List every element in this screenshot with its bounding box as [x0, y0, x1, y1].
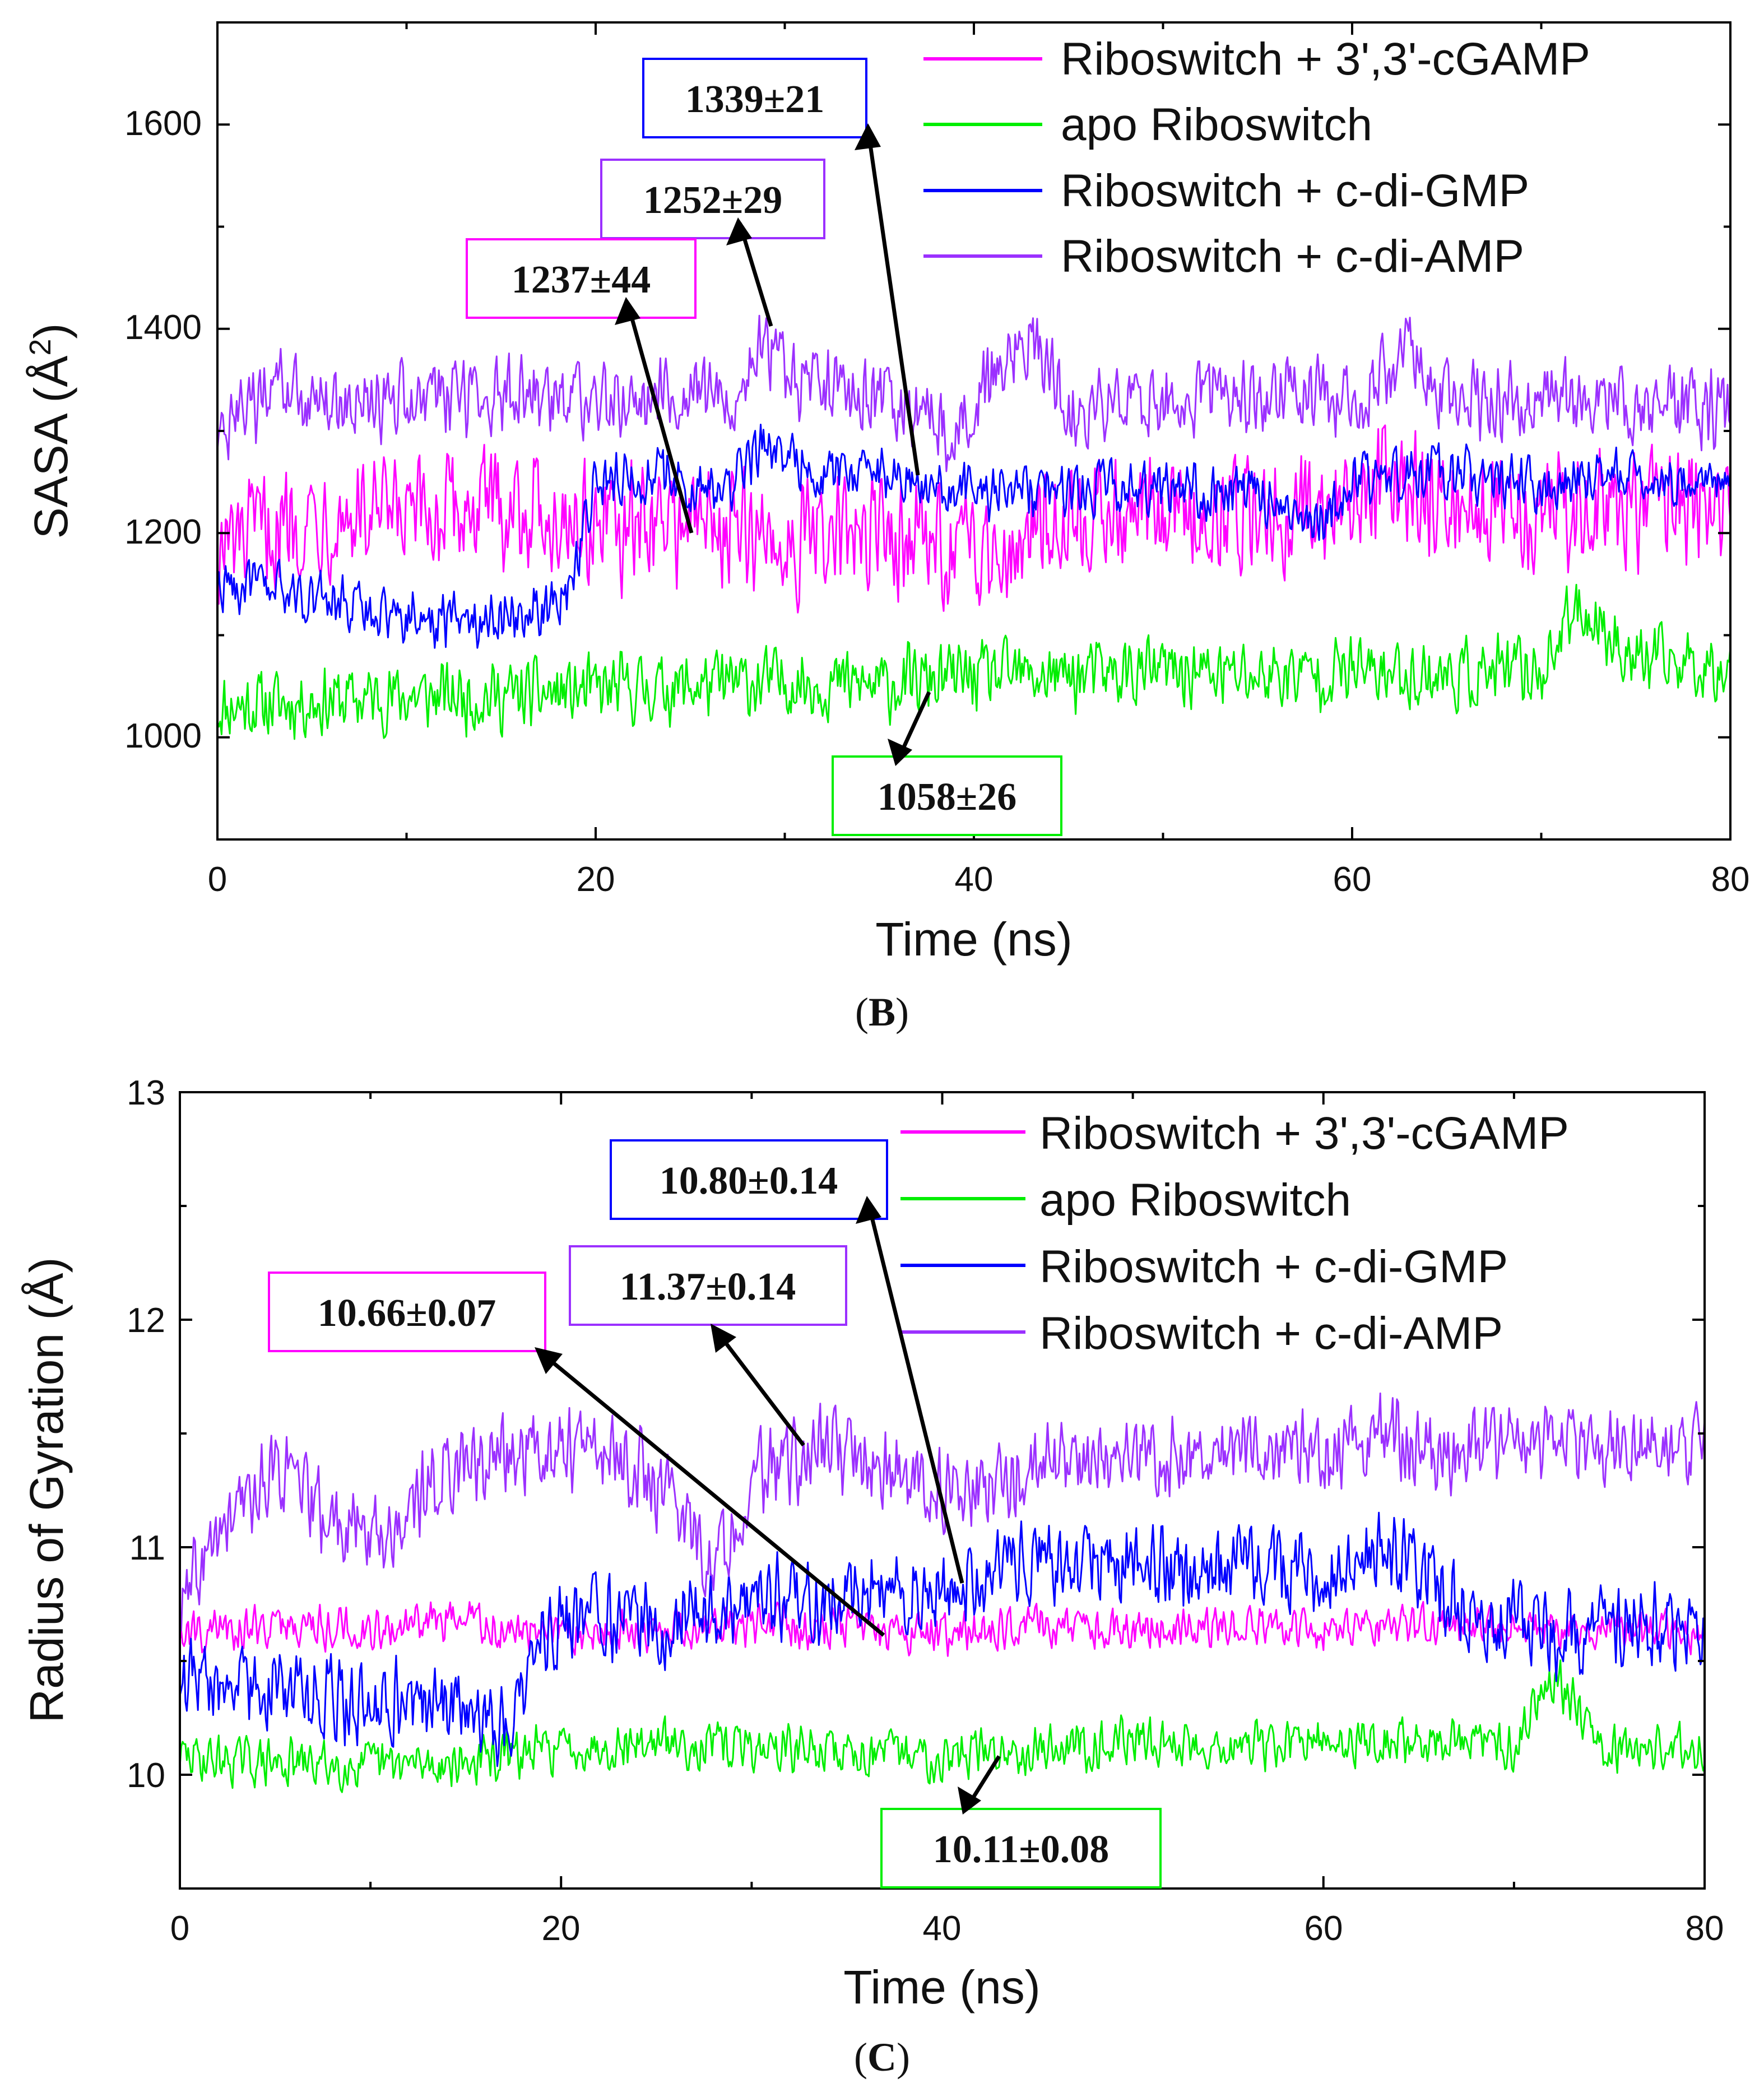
annotations: 1339±21 1252±29 1237±44 1058±26 — [466, 58, 1062, 836]
tick-marks — [216, 21, 1731, 841]
series-group — [179, 1392, 1706, 1793]
annotation-label: 10.80±0.14 — [660, 1159, 838, 1203]
annotation-box — [268, 1272, 546, 1352]
legend-label: Riboswitch + 3',3'-cGAMP — [1039, 1108, 1569, 1159]
series-line — [179, 1659, 1706, 1793]
y-tick-label: 1200 — [124, 513, 202, 551]
annotation-box — [642, 58, 867, 138]
chart-panel-c: 10 11 12 13 0 20 40 60 80 Time (ns) Radi… — [20, 1074, 1724, 2013]
x-axis-title: Time (ns) — [875, 913, 1073, 966]
y-tick-label: 12 — [127, 1301, 165, 1340]
annotation-box — [569, 1245, 847, 1326]
x-tick-label: 80 — [1711, 860, 1750, 899]
annotation-arrow — [726, 217, 773, 327]
legend-label: Riboswitch + 3',3'-cGAMP — [1061, 34, 1590, 85]
annotation-box — [610, 1139, 888, 1220]
x-axis-title: Time (ns) — [843, 1961, 1041, 2013]
panel-label-c: (C) — [854, 2035, 910, 2080]
annotation-arrow — [711, 1324, 805, 1447]
y-axis-title: Radius of Gyration (Å) — [20, 1258, 73, 1723]
annotations: 10.80±0.14 11.37±0.14 10.66±0.07 10.11±0… — [268, 1139, 1162, 1889]
x-tick-label: 0 — [208, 860, 227, 899]
annotation-arrow — [888, 691, 931, 766]
y-tick-label: 1600 — [124, 104, 202, 143]
series-line — [216, 583, 1731, 740]
y-tick-label: 1400 — [124, 308, 202, 347]
x-tick-label: 80 — [1686, 1909, 1724, 1948]
annotation-label: 10.66±0.07 — [318, 1292, 496, 1335]
chart-panel-b: 1000 1200 1400 1600 0 20 40 60 80 Time (… — [24, 21, 1750, 966]
series-line — [216, 424, 1731, 614]
series-group — [216, 314, 1731, 740]
annotation-box — [600, 159, 825, 239]
x-tick-label: 40 — [955, 860, 994, 899]
series-line — [216, 314, 1731, 472]
annotation-arrow — [855, 123, 920, 476]
annotation-arrow — [958, 1755, 1001, 1815]
series-line — [179, 1392, 1706, 1632]
x-tick-label: 20 — [542, 1909, 581, 1948]
panel-label-b: (B) — [855, 990, 909, 1034]
annotation-label: 1252±29 — [643, 179, 782, 222]
annotation-arrow — [856, 1196, 964, 1584]
x-tick-label: 60 — [1333, 860, 1372, 899]
x-tick-label: 20 — [577, 860, 615, 899]
y-axis-title: SASA (Å2) — [24, 323, 77, 539]
legend-label: apo Riboswitch — [1061, 99, 1372, 150]
y-tick-label: 1000 — [124, 717, 202, 755]
annotation-label: 11.37±0.14 — [620, 1265, 796, 1309]
y-tick-label: 11 — [129, 1529, 165, 1567]
legend-label: Riboswitch + c-di-AMP — [1039, 1308, 1503, 1359]
annotation-box — [466, 238, 697, 319]
x-tick-label: 40 — [923, 1909, 962, 1948]
series-line — [179, 1511, 1706, 1767]
x-tick-label: 0 — [170, 1909, 189, 1948]
legend-label: apo Riboswitch — [1039, 1175, 1351, 1226]
series-line — [216, 424, 1731, 649]
annotation-arrow — [535, 1347, 885, 1637]
y-tick-label: 10 — [127, 1756, 165, 1795]
series-line — [179, 1600, 1706, 1657]
legend-label: Riboswitch + c-di-GMP — [1039, 1241, 1508, 1292]
annotation-label: 10.11±0.08 — [933, 1828, 1110, 1871]
x-tick-label: 60 — [1305, 1909, 1343, 1948]
annotation-arrow — [615, 297, 694, 533]
legend-label: Riboswitch + c-di-AMP — [1061, 231, 1524, 282]
annotation-label: 1058±26 — [878, 776, 1016, 819]
annotation-box — [880, 1808, 1162, 1889]
tick-marks — [179, 1091, 1706, 1890]
legend-label: Riboswitch + c-di-GMP — [1061, 165, 1529, 216]
annotation-label: 1237±44 — [512, 258, 651, 301]
y-tick-label: 13 — [127, 1074, 165, 1112]
annotation-box — [832, 755, 1062, 836]
legend: Riboswitch + 3',3'-cGAMP apo Riboswitch … — [900, 1108, 1569, 1359]
annotation-label: 1339±21 — [685, 78, 824, 121]
legend: Riboswitch + 3',3'-cGAMP apo Riboswitch … — [923, 34, 1590, 282]
